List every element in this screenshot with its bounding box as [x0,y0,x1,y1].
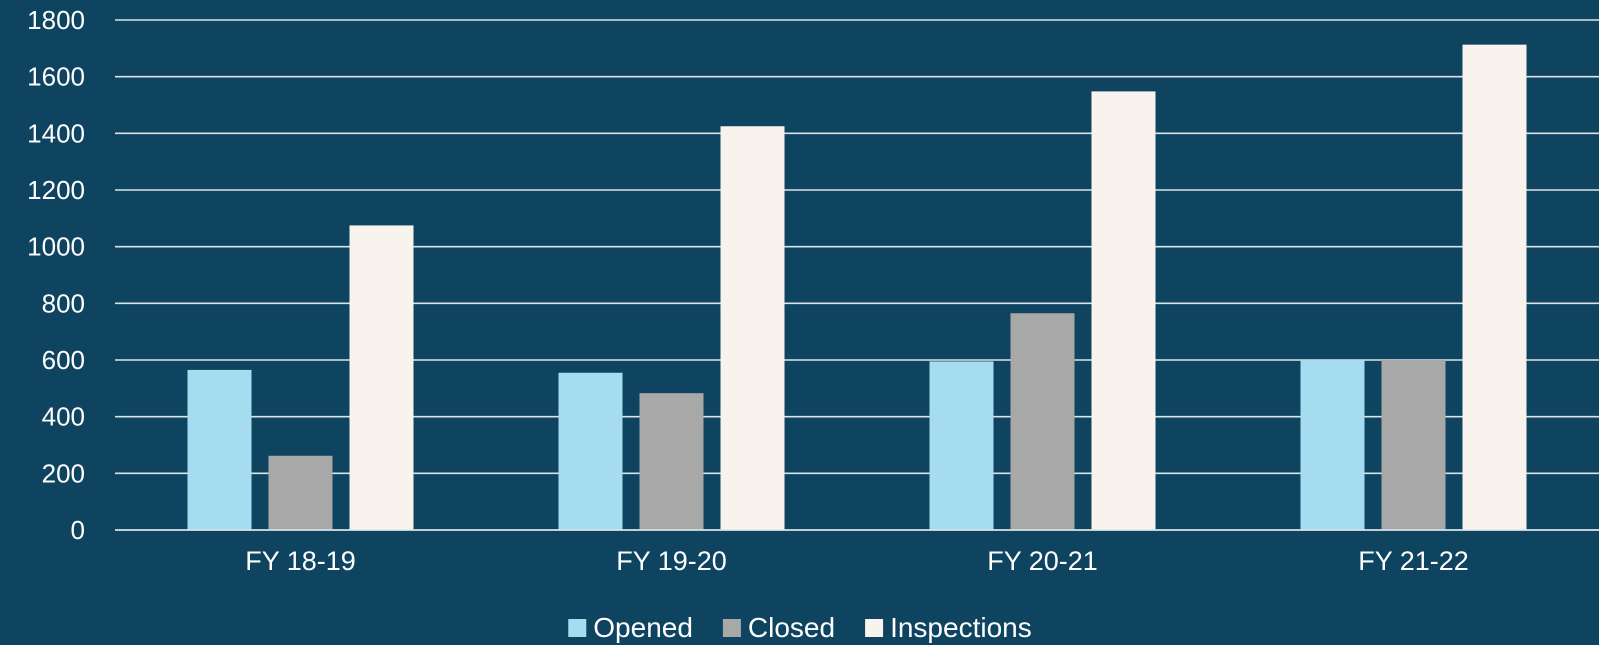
bar-opened-2 [929,361,994,530]
bar-inspections-2 [1091,91,1156,531]
legend-swatch-inspections [865,619,884,637]
legend: Opened Closed Inspections [568,612,1032,643]
bar-closed-2 [1010,313,1075,530]
x-tick-label: FY 19-20 [616,546,727,576]
y-tick-label: 1200 [27,175,85,205]
bar-opened-1 [558,372,623,530]
bar-opened-0 [187,369,252,530]
bar-inspections-3 [1462,44,1527,531]
x-tick-label: FY 18-19 [245,546,356,576]
bar-closed-3 [1381,360,1446,530]
legend-swatch-opened [568,619,587,637]
x-axis: FY 18-19 FY 19-20 FY 20-21 FY 21-22 [115,529,1599,576]
legend-label-opened: Opened [593,612,693,643]
y-tick-label: 600 [42,345,85,375]
y-tick-label: 800 [42,288,85,318]
bar-inspections-0 [349,225,414,530]
bar-closed-0 [268,455,333,530]
y-tick-label: 1000 [27,232,85,262]
bars [187,44,1527,531]
y-tick-label: 1800 [27,5,85,35]
y-tick-label: 200 [42,458,85,488]
y-axis: 0 200 400 600 800 1000 1200 1400 1600 1800 [27,5,85,545]
x-tick-label: FY 20-21 [987,546,1098,576]
legend-swatch-closed [722,619,741,637]
x-tick-label: FY 21-22 [1358,546,1469,576]
legend-label-inspections: Inspections [890,612,1032,643]
bar-closed-1 [639,393,704,530]
bar-inspections-1 [720,126,785,530]
legend-label-closed: Closed [748,612,835,643]
y-tick-label: 0 [71,515,85,545]
bar-opened-3 [1300,360,1365,530]
y-tick-label: 1400 [27,118,85,148]
y-tick-label: 1600 [27,62,85,92]
y-tick-label: 400 [42,402,85,432]
